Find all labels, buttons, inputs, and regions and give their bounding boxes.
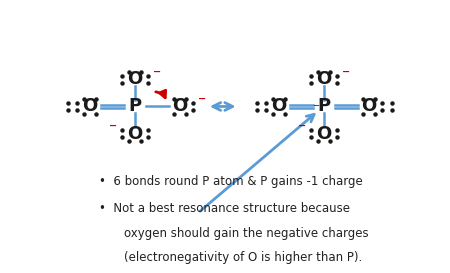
Text: O: O xyxy=(82,97,98,115)
Text: •  Not a best resonance structure because: • Not a best resonance structure because xyxy=(99,202,350,215)
Text: −: − xyxy=(342,67,350,76)
FancyArrowPatch shape xyxy=(156,90,166,98)
Text: O: O xyxy=(316,70,332,88)
Text: O: O xyxy=(127,70,143,88)
Text: O: O xyxy=(361,97,377,115)
Text: P: P xyxy=(128,97,142,115)
Text: O: O xyxy=(271,97,287,115)
Text: O: O xyxy=(127,125,143,143)
Text: −: − xyxy=(153,67,161,76)
Text: O: O xyxy=(316,125,332,143)
Text: −: − xyxy=(109,121,117,131)
Text: oxygen should gain the negative charges: oxygen should gain the negative charges xyxy=(124,227,369,240)
Text: P: P xyxy=(317,97,331,115)
Text: −: − xyxy=(312,101,319,109)
Text: O: O xyxy=(172,97,188,115)
Text: •  6 bonds round P atom & P gains -1 charge: • 6 bonds round P atom & P gains -1 char… xyxy=(99,175,363,188)
Text: (electronegativity of O is higher than P).: (electronegativity of O is higher than P… xyxy=(124,251,362,264)
Text: −: − xyxy=(298,121,306,131)
Text: −: − xyxy=(198,94,207,104)
